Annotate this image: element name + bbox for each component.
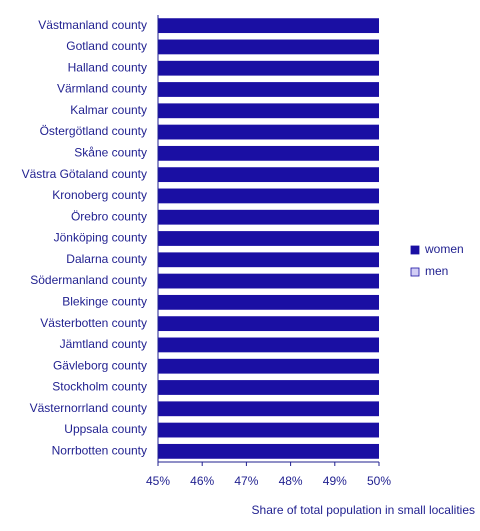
legend-label: women	[424, 242, 464, 256]
bar-segment	[158, 294, 379, 310]
y-tick-label: Södermanland county	[30, 273, 147, 287]
bar-segment	[158, 443, 379, 459]
y-tick-label: Blekinge county	[62, 295, 147, 309]
bar-segment	[158, 82, 379, 97]
legend-swatch	[410, 245, 420, 255]
x-axis-label: Share of total population in small local…	[252, 503, 475, 517]
bar-segment	[158, 358, 379, 374]
x-tick-label: 46%	[190, 474, 214, 488]
y-tick-label: Västerbotten county	[40, 316, 147, 330]
bar-segment	[158, 252, 379, 268]
y-tick-label: Västra Götaland county	[22, 167, 147, 181]
y-tick-label: Stockholm county	[52, 380, 147, 394]
bar-segment	[158, 18, 379, 34]
y-tick-label: Dalarna county	[66, 252, 147, 266]
y-tick-label: Gävleborg county	[53, 358, 147, 372]
y-tick-label: Västernorrland county	[30, 401, 147, 415]
bar-segment	[158, 380, 379, 395]
y-tick-label: Kronoberg county	[52, 188, 147, 202]
y-tick-label: Kalmar county	[70, 103, 147, 117]
bar-segment	[158, 39, 379, 55]
legend-label: men	[425, 264, 448, 278]
bar-segment	[158, 60, 379, 76]
bar-segment	[158, 145, 379, 161]
bar-segment	[158, 273, 379, 289]
y-tick-label: Jönköping county	[54, 231, 147, 245]
y-tick-label: Skåne county	[74, 146, 147, 160]
bar-segment	[158, 337, 379, 353]
x-tick-label: 49%	[323, 474, 347, 488]
y-tick-label: Värmland county	[57, 82, 147, 96]
bar-segment	[158, 103, 379, 119]
y-tick-label: Gotland county	[66, 39, 147, 53]
bar-segment	[158, 188, 379, 204]
y-tick-label: Örebro county	[71, 209, 147, 223]
x-tick-label: 48%	[279, 474, 303, 488]
bar-segment	[158, 422, 379, 438]
x-tick-label: 47%	[234, 474, 258, 488]
bar-segment	[158, 124, 379, 140]
bar-segment	[158, 401, 379, 417]
bar-segment	[158, 167, 379, 183]
y-tick-label: Halland county	[68, 60, 147, 74]
y-tick-label: Östergötland county	[40, 124, 147, 138]
bar-segment	[158, 316, 379, 332]
y-tick-label: Norrbotten county	[52, 444, 147, 458]
y-tick-label: Jämtland county	[60, 337, 147, 351]
y-tick-label: Västmanland county	[38, 18, 147, 32]
legend-swatch	[410, 267, 420, 277]
x-tick-label: 50%	[367, 474, 391, 488]
plot-area	[158, 18, 379, 459]
y-tick-label: Uppsala county	[64, 422, 147, 436]
bar-segment	[158, 231, 379, 246]
bar-segment	[158, 209, 379, 225]
x-tick-label: 45%	[146, 474, 170, 488]
